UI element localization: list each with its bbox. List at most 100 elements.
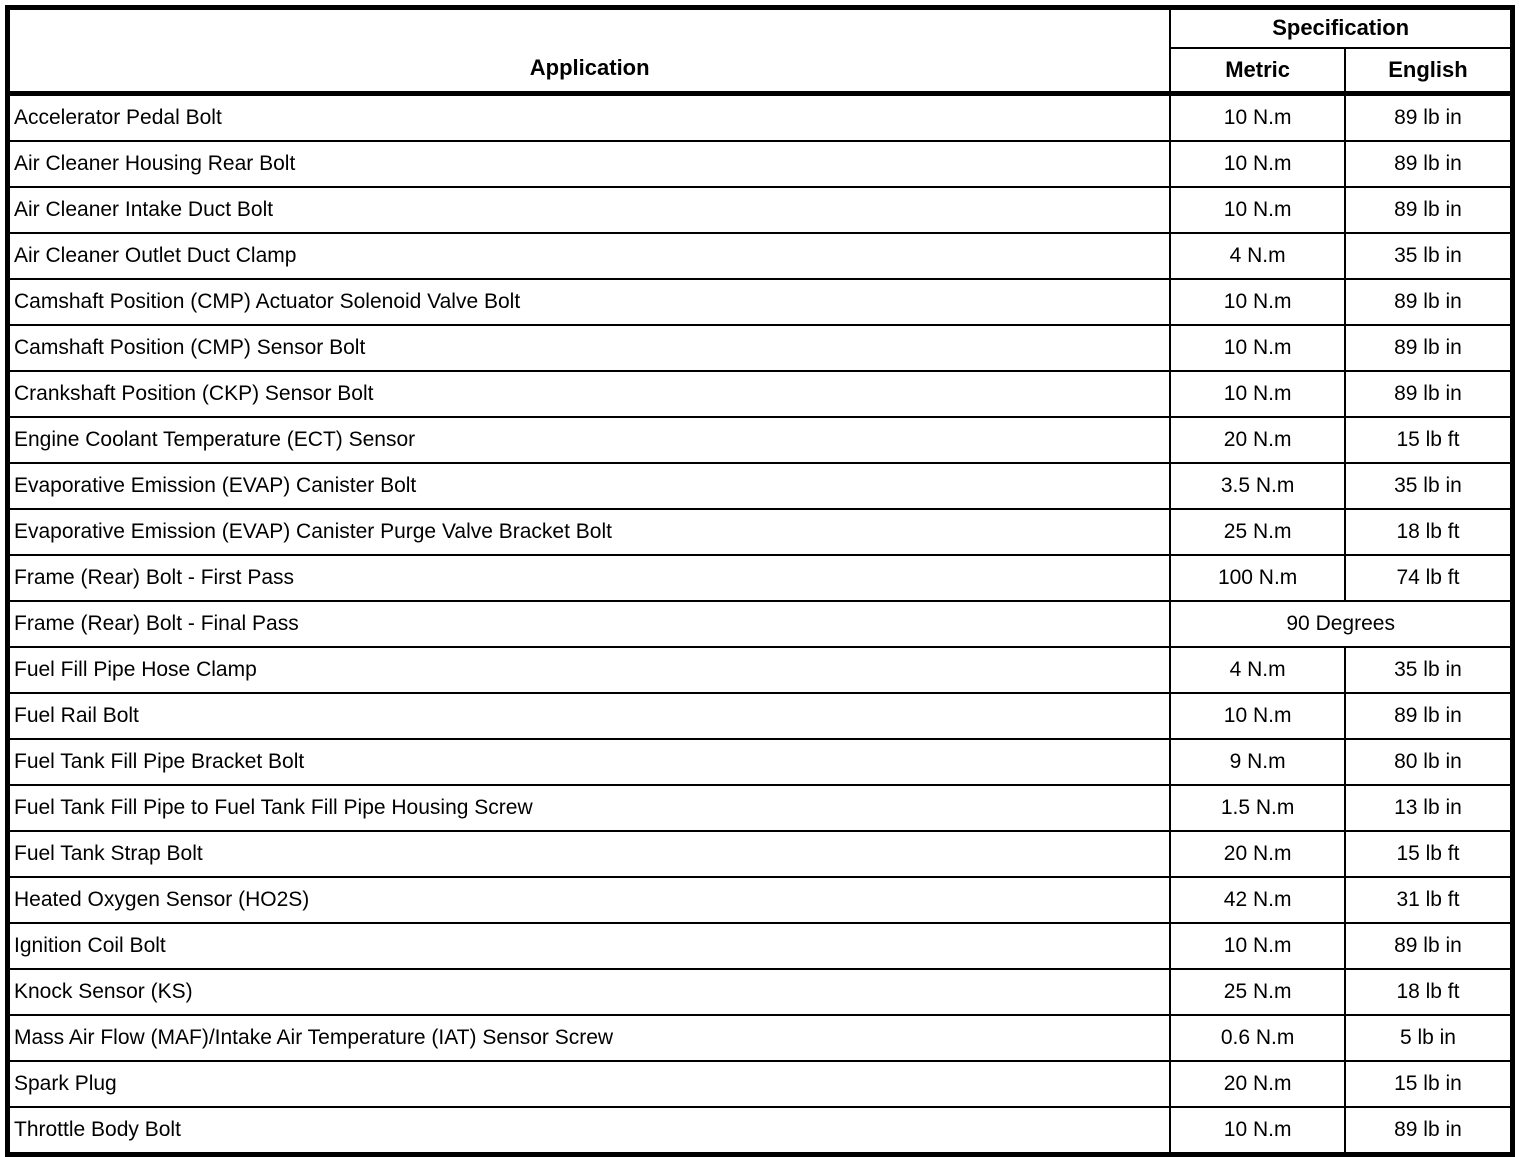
application-cell: Air Cleaner Outlet Duct Clamp [6,232,1172,280]
metric-value-cell: 20 N.m [1169,830,1346,878]
table-row: Heated Oxygen Sensor (HO2S) 42 N.m 31 lb f… [6,876,1514,924]
english-column-header: English [1343,46,1514,95]
metric-value-cell: 10 N.m [1169,370,1346,418]
table-row: Accelerator Pedal Bolt 10 N.m 89 lb in [6,92,1514,142]
application-cell: Frame (Rear) Bolt - First Pass [6,554,1172,602]
table-row: Evaporative Emission (EVAP) Canister Pur… [6,508,1514,556]
table-row: Camshaft Position (CMP) Actuator Solenoi… [6,278,1514,326]
application-cell: Heated Oxygen Sensor (HO2S) [6,876,1172,924]
english-value-cell: 15 lb ft [1343,416,1514,464]
metric-value-cell: 20 N.m [1169,1060,1346,1108]
application-cell: Fuel Rail Bolt [6,692,1172,740]
application-cell: Engine Coolant Temperature (ECT) Sensor [6,416,1172,464]
fastener-tightening-spec-table: Application Specification Metric English… [5,5,1515,1157]
metric-value-cell: 3.5 N.m [1169,462,1346,510]
application-cell: Evaporative Emission (EVAP) Canister Bol… [6,462,1172,510]
english-value-cell: 18 lb ft [1343,968,1514,1016]
application-cell: Mass Air Flow (MAF)/Intake Air Temperatu… [6,1014,1172,1062]
spec-table-container: Application Specification Metric English… [5,5,1515,1157]
application-column-header: Application [6,6,1172,95]
english-value-cell: 18 lb ft [1343,508,1514,556]
english-value-cell: 74 lb ft [1343,554,1514,602]
metric-value-cell: 20 N.m [1169,416,1346,464]
metric-value-cell: 10 N.m [1169,186,1346,234]
metric-value-cell: 0.6 N.m [1169,1014,1346,1062]
english-value-cell: 89 lb in [1343,370,1514,418]
metric-value-cell: 10 N.m [1169,922,1346,970]
english-value-cell: 35 lb in [1343,232,1514,280]
table-row: Fuel Tank Fill Pipe Bracket Bolt 9 N.m 80 … [6,738,1514,786]
table-row: Fuel Tank Fill Pipe to Fuel Tank Fill Pi… [6,784,1514,832]
english-value-cell: 89 lb in [1343,278,1514,326]
metric-value-cell: 4 N.m [1169,232,1346,280]
table-row: Frame (Rear) Bolt - Final Pass 90 Degrees [6,600,1514,648]
table-row: Engine Coolant Temperature (ECT) Sensor 2… [6,416,1514,464]
application-cell: Accelerator Pedal Bolt [6,92,1172,142]
metric-value-cell: 10 N.m [1169,1106,1346,1156]
table-row: Camshaft Position (CMP) Sensor Bolt 10 N.… [6,324,1514,372]
table-row: Crankshaft Position (CKP) Sensor Bolt 10 … [6,370,1514,418]
table-row: Fuel Tank Strap Bolt 20 N.m 15 lb ft [6,830,1514,878]
application-cell: Ignition Coil Bolt [6,922,1172,970]
application-cell: Knock Sensor (KS) [6,968,1172,1016]
metric-value-cell: 10 N.m [1169,92,1346,142]
application-cell: Evaporative Emission (EVAP) Canister Pur… [6,508,1172,556]
english-value-cell: 15 lb in [1343,1060,1514,1108]
metric-value-cell: 10 N.m [1169,324,1346,372]
header-row-2: Metric English [8,46,1514,95]
table-row: Air Cleaner Outlet Duct Clamp 4 N.m 35 lb … [6,232,1514,280]
metric-column-header: Metric [1169,46,1346,95]
table-row: Frame (Rear) Bolt - First Pass 100 N.m 74 … [6,554,1514,602]
metric-value-cell: 42 N.m [1169,876,1346,924]
application-cell: Camshaft Position (CMP) Sensor Bolt [6,324,1172,372]
metric-value-cell: 10 N.m [1169,692,1346,740]
english-value-cell: 13 lb in [1343,784,1514,832]
specification-span-cell: 90 Degrees [1169,600,1514,648]
header-row-1: Application Specification [6,6,1514,95]
application-cell: Camshaft Position (CMP) Actuator Solenoi… [6,278,1172,326]
english-value-cell: 89 lb in [1343,186,1514,234]
application-cell: Air Cleaner Housing Rear Bolt [6,140,1172,188]
table-row: Spark Plug 20 N.m 15 lb in [6,1060,1514,1108]
english-value-cell: 89 lb in [1343,92,1514,142]
metric-value-cell: 25 N.m [1169,968,1346,1016]
english-value-cell: 89 lb in [1343,324,1514,372]
table-row: Knock Sensor (KS) 25 N.m 18 lb ft [6,968,1514,1016]
application-cell: Fuel Fill Pipe Hose Clamp [6,646,1172,694]
table-header: Application Specification Metric English [6,6,1514,95]
metric-value-cell: 4 N.m [1169,646,1346,694]
application-cell: Crankshaft Position (CKP) Sensor Bolt [6,370,1172,418]
specification-column-header: Specification [1169,6,1514,49]
table-row: Evaporative Emission (EVAP) Canister Bol… [6,462,1514,510]
application-cell: Frame (Rear) Bolt - Final Pass [6,600,1172,648]
application-cell: Fuel Tank Fill Pipe Bracket Bolt [6,738,1172,786]
table-row: Mass Air Flow (MAF)/Intake Air Temperatu… [6,1014,1514,1062]
english-value-cell: 35 lb in [1343,646,1514,694]
application-cell: Spark Plug [6,1060,1172,1108]
metric-value-cell: 10 N.m [1169,278,1346,326]
application-cell: Throttle Body Bolt [6,1106,1172,1156]
english-value-cell: 15 lb ft [1343,830,1514,878]
page: Application Specification Metric English… [5,5,1515,1157]
table-row: Fuel Rail Bolt 10 N.m 89 lb in [6,692,1514,740]
application-cell: Fuel Tank Strap Bolt [6,830,1172,878]
table-row: Throttle Body Bolt 10 N.m 89 lb in [6,1106,1514,1156]
english-value-cell: 5 lb in [1343,1014,1514,1062]
metric-value-cell: 25 N.m [1169,508,1346,556]
table-row: Fuel Fill Pipe Hose Clamp 4 N.m 35 lb in [6,646,1514,694]
table-body: Accelerator Pedal Bolt 10 N.m 89 lb in Air … [6,92,1514,1156]
metric-value-cell: 100 N.m [1169,554,1346,602]
english-value-cell: 80 lb in [1343,738,1514,786]
english-value-cell: 89 lb in [1343,140,1514,188]
english-value-cell: 31 lb ft [1343,876,1514,924]
english-value-cell: 89 lb in [1343,692,1514,740]
table-row: Air Cleaner Housing Rear Bolt 10 N.m 89 lb… [6,140,1514,188]
table-row: Ignition Coil Bolt 10 N.m 89 lb in [6,922,1514,970]
english-value-cell: 89 lb in [1343,922,1514,970]
english-value-cell: 35 lb in [1343,462,1514,510]
english-value-cell: 89 lb in [1343,1106,1514,1156]
application-cell: Fuel Tank Fill Pipe to Fuel Tank Fill Pi… [6,784,1172,832]
metric-value-cell: 1.5 N.m [1169,784,1346,832]
metric-value-cell: 10 N.m [1169,140,1346,188]
table-row: Air Cleaner Intake Duct Bolt 10 N.m 89 lb … [6,186,1514,234]
